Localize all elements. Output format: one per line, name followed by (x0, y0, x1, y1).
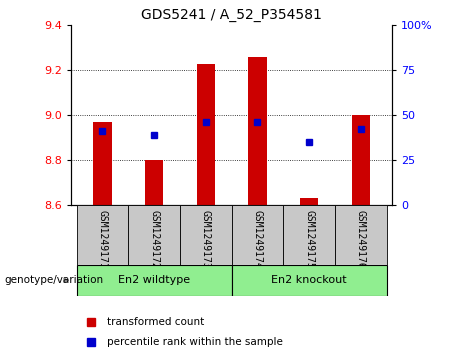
Text: percentile rank within the sample: percentile rank within the sample (106, 337, 283, 347)
Text: GSM1249175: GSM1249175 (304, 210, 314, 269)
Bar (300, 198, 318, 205)
Title: GDS5241 / A_52_P354581: GDS5241 / A_52_P354581 (141, 8, 322, 22)
Text: transformed count: transformed count (106, 317, 204, 327)
Bar (77, 205, 128, 265)
Bar (77, 265, 231, 296)
Text: GSM1249173: GSM1249173 (201, 210, 211, 269)
Bar (180, 205, 231, 265)
Bar (128, 205, 180, 265)
Text: En2 wildtype: En2 wildtype (118, 276, 190, 285)
Text: En2 knockout: En2 knockout (272, 276, 347, 285)
Bar (231, 265, 387, 296)
Text: GSM1249176: GSM1249176 (356, 210, 366, 269)
Bar (145, 160, 163, 205)
Bar (352, 115, 370, 205)
Text: GSM1249174: GSM1249174 (253, 210, 262, 269)
Text: GSM1249172: GSM1249172 (149, 210, 159, 269)
Bar (197, 64, 215, 205)
Bar (335, 205, 387, 265)
Text: genotype/variation: genotype/variation (5, 275, 104, 285)
Bar (94, 122, 112, 205)
Bar (248, 57, 266, 205)
Bar (284, 205, 335, 265)
Bar (231, 205, 284, 265)
Text: GSM1249171: GSM1249171 (97, 210, 107, 269)
